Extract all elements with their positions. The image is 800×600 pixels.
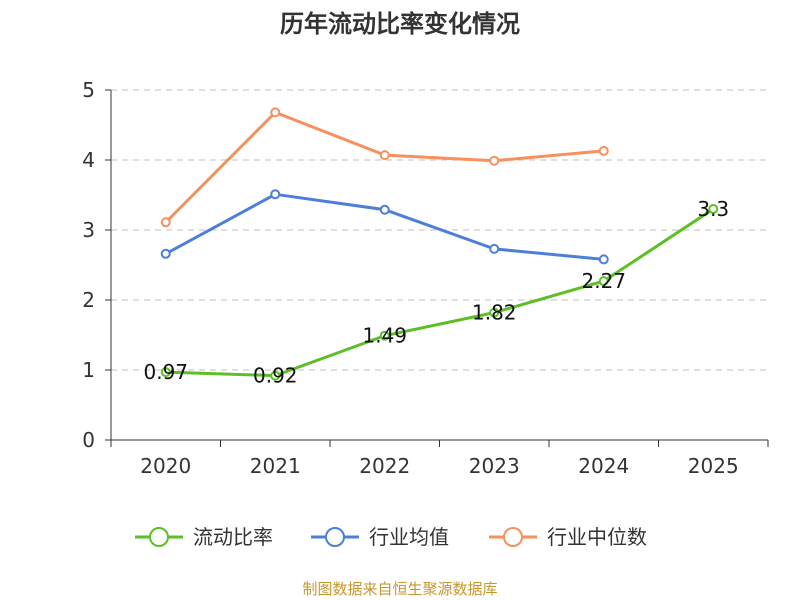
legend-item: 行业均值 (311, 525, 449, 549)
series-group (160, 107, 719, 381)
data-label: 0.97 (143, 360, 188, 384)
legend-swatch-marker (325, 527, 345, 547)
data-label: 1.49 (362, 324, 407, 348)
x-tick-label: 2022 (359, 454, 410, 478)
legend-swatch-marker (503, 527, 523, 547)
data-point (489, 243, 500, 254)
data-point (379, 330, 390, 341)
data-point (379, 150, 390, 161)
y-tick-label: 0 (82, 428, 95, 452)
legend-swatch-marker (149, 527, 169, 547)
data-point (160, 367, 171, 378)
data-point (270, 189, 281, 200)
legend-label: 行业均值 (369, 525, 449, 549)
y-tick-label: 3 (82, 218, 95, 242)
data-point (379, 204, 390, 215)
x-tick-label: 2020 (140, 454, 191, 478)
data-point (160, 248, 171, 259)
legend: 流动比率 行业均值 行业中位数 (135, 525, 647, 549)
data-point (598, 145, 609, 156)
y-tick-label: 4 (82, 148, 95, 172)
y-tick-label: 5 (82, 78, 95, 102)
data-label: 0.92 (253, 364, 298, 388)
data-point (160, 217, 171, 228)
legend-label: 行业中位数 (547, 525, 647, 549)
x-tick-label: 2021 (250, 454, 301, 478)
series-line (165, 207, 715, 378)
x-tick-label: 2025 (688, 454, 739, 478)
data-point (270, 370, 281, 381)
y-tick-label: 2 (82, 288, 95, 312)
legend-item: 流动比率 (135, 525, 273, 549)
data-point (598, 254, 609, 265)
series-line (165, 192, 604, 261)
x-tick-label: 2023 (469, 454, 520, 478)
data-label: 2.27 (581, 269, 626, 293)
axes: 0 1 2 3 4 5 2020 2021 2022 2023 2024 2025 (82, 78, 769, 478)
data-point (708, 204, 719, 214)
chart-title: 历年流动比率变化情况 (280, 10, 520, 38)
y-tick-label: 1 (82, 358, 95, 382)
data-point (270, 107, 281, 118)
data-point (598, 276, 609, 287)
data-label: 1.82 (472, 301, 517, 325)
legend-label: 流动比率 (193, 525, 273, 549)
data-point (489, 307, 500, 318)
source-note: 制图数据来自恒生聚源数据库 (302, 580, 497, 598)
data-point (489, 155, 500, 166)
data-labels: 0.97 0.92 1.49 1.82 2.27 3.3 (143, 197, 729, 388)
x-tick-label: 2024 (578, 454, 629, 478)
legend-item: 行业中位数 (489, 525, 647, 549)
data-label: 3.3 (697, 197, 729, 221)
